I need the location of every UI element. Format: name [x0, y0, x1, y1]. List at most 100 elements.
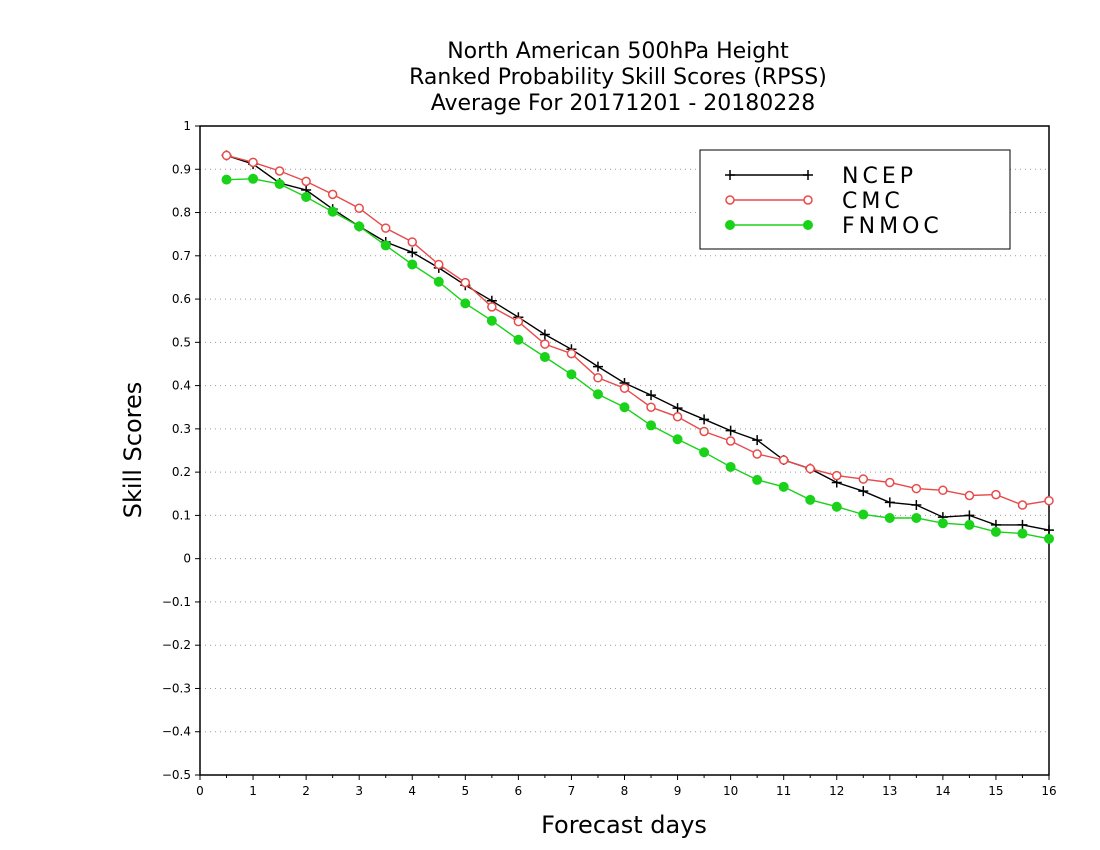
- x-tick-label: 9: [674, 784, 682, 798]
- cmc-point: [832, 470, 842, 481]
- cmc-point: [805, 463, 815, 474]
- ncep-point: [884, 497, 895, 508]
- fnmoc-point: [513, 334, 524, 345]
- fnmoc-point: [592, 389, 603, 400]
- cmc-point: [380, 223, 391, 233]
- y-tick-label: 1: [183, 119, 191, 133]
- fnmoc-point: [752, 474, 763, 485]
- x-tick-label: 15: [988, 784, 1003, 798]
- cmc-point: [248, 157, 258, 168]
- y-tick-label: 0.6: [172, 292, 191, 306]
- cmc-point: [460, 277, 471, 288]
- cmc-point: [487, 302, 497, 312]
- series-cmc: [221, 150, 1054, 510]
- ncep-point: [725, 425, 736, 436]
- y-axis-label: Skill Scores: [119, 382, 147, 519]
- x-axis-label: Forecast days: [541, 811, 707, 839]
- x-tick-label: 12: [829, 784, 844, 798]
- cmc-point: [699, 426, 709, 437]
- fnmoc-point: [539, 352, 550, 363]
- ncep-point: [911, 500, 922, 511]
- fnmoc-point: [486, 315, 497, 326]
- x-tick-label: 6: [515, 784, 523, 798]
- cmc-point: [407, 237, 417, 247]
- cmc-point: [619, 383, 630, 393]
- fnmoc-point: [354, 221, 365, 232]
- grid-lines: [200, 168, 1049, 733]
- x-tick-label: 11: [776, 784, 791, 798]
- ncep-point: [858, 486, 869, 497]
- legend-marker-fnmoc: [803, 220, 813, 230]
- x-tick-label: 16: [1041, 784, 1056, 798]
- y-tick-label: −0.4: [162, 725, 191, 739]
- y-tick-label: 0.1: [172, 508, 191, 522]
- fnmoc-point: [911, 512, 922, 523]
- cmc-point: [301, 176, 311, 187]
- x-tick-label: 0: [196, 784, 204, 798]
- legend-marker-cmc: [803, 195, 813, 205]
- x-tick-label: 8: [621, 784, 629, 798]
- fnmoc-point: [778, 481, 789, 492]
- fnmoc-point: [990, 526, 1001, 537]
- x-tick-label: 3: [355, 784, 363, 798]
- legend-marker-ncep: [725, 170, 735, 180]
- chart-title-line-2: Ranked Probability Skill Scores (RPSS): [409, 65, 827, 90]
- cmc-point: [672, 412, 683, 422]
- legend-marker-fnmoc: [725, 220, 735, 230]
- fnmoc-point: [884, 512, 895, 523]
- fnmoc-point: [248, 173, 259, 184]
- legend-label-cmc: CMC: [842, 189, 904, 214]
- fnmoc-point: [380, 240, 391, 251]
- cmc-point: [858, 474, 869, 484]
- y-tick-label: −0.3: [162, 681, 191, 695]
- cmc-point: [327, 189, 338, 200]
- fnmoc-point: [619, 402, 630, 413]
- y-tick-label: 0: [183, 552, 191, 566]
- fnmoc-point: [327, 206, 338, 217]
- fnmoc-point: [1044, 533, 1054, 544]
- cmc-point: [964, 490, 975, 501]
- y-tick-label: 0.9: [172, 162, 191, 176]
- ncep-point: [539, 329, 550, 340]
- cmc-point: [911, 483, 922, 494]
- y-tick-label: −0.1: [162, 595, 191, 609]
- ncep-point: [1044, 525, 1054, 536]
- cmc-point: [566, 348, 577, 359]
- legend-marker-cmc: [725, 195, 735, 205]
- ncep-point: [672, 403, 683, 414]
- fnmoc-point: [672, 434, 683, 445]
- series-layer: [221, 150, 1054, 544]
- y-tick-label: 0.8: [172, 206, 191, 220]
- fnmoc-point: [221, 174, 232, 185]
- cmc-point: [752, 449, 762, 459]
- cmc-point: [354, 203, 364, 213]
- cmc-point: [991, 489, 1001, 500]
- y-tick-label: 0.4: [172, 379, 191, 393]
- ncep-point: [646, 390, 657, 401]
- x-tick-label: 4: [408, 784, 416, 798]
- fnmoc-point: [725, 461, 736, 472]
- x-tick-label: 1: [249, 784, 257, 798]
- chart-title-line-3: Average For 20171201 - 20180228: [431, 91, 816, 116]
- fnmoc-point: [301, 191, 312, 202]
- cmc-point: [274, 166, 285, 176]
- y-tick-label: 0.2: [172, 465, 191, 479]
- cmc-point: [434, 259, 444, 270]
- x-tick-label: 13: [882, 784, 897, 798]
- y-tick-label: 0.3: [172, 422, 191, 436]
- fnmoc-point: [433, 276, 444, 287]
- chart-title-line-1: North American 500hPa Height: [447, 39, 789, 64]
- legend-label-ncep: NCEP: [842, 164, 917, 189]
- x-tick-label: 5: [461, 784, 469, 798]
- y-tick-label: 0.5: [172, 335, 191, 349]
- x-tick-label: 2: [302, 784, 310, 798]
- fnmoc-point: [699, 447, 710, 458]
- ncep-point: [752, 435, 763, 446]
- ncep-point: [592, 361, 603, 372]
- cmc-point: [885, 477, 895, 488]
- ncep-point: [699, 414, 710, 425]
- x-tick-label: 14: [935, 784, 950, 798]
- y-tick-label: −0.2: [162, 638, 191, 652]
- ncep-point: [964, 510, 975, 521]
